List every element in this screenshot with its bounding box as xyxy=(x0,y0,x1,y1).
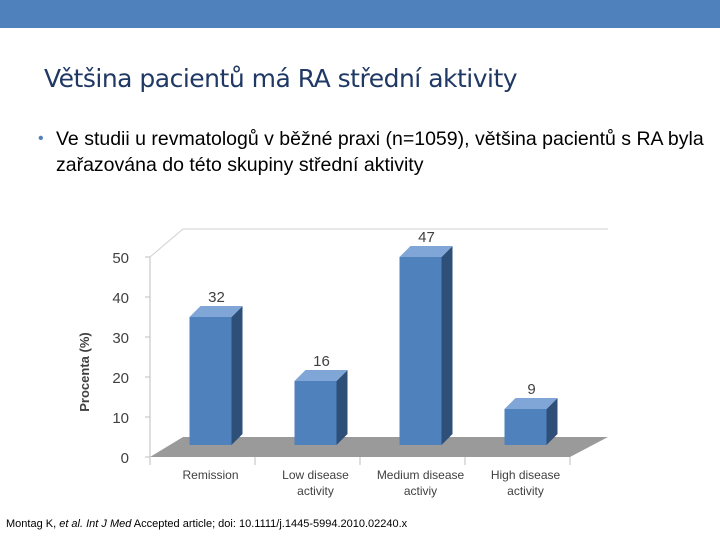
y-tick-label: 50 xyxy=(112,250,129,267)
bar-top-face xyxy=(294,370,348,381)
chart-floor xyxy=(150,437,608,457)
bar-top-face xyxy=(189,306,243,317)
category-label: activity xyxy=(297,484,334,498)
category-label: activiy xyxy=(404,484,437,498)
citation-authors: Montag K, xyxy=(6,518,60,530)
bar xyxy=(399,257,442,445)
citation: Montag K, et al. Int J Med Accepted arti… xyxy=(6,518,407,530)
slide-title: Většina pacientů má RA střední aktivity xyxy=(44,64,518,93)
bar-side-face xyxy=(336,370,348,445)
category-label: Remission xyxy=(182,468,238,482)
y-tick-label: 20 xyxy=(112,370,129,387)
y-tick-label: 0 xyxy=(121,450,129,467)
category-label: Low disease xyxy=(282,468,349,482)
bullet-text: Ve studii u revmatologů v běžné praxi (n… xyxy=(56,128,704,176)
y-axis-label: Procenta (%) xyxy=(77,332,92,411)
data-label: 32 xyxy=(208,289,225,306)
bar-side-face xyxy=(546,398,558,445)
bar-side-face xyxy=(441,246,453,445)
bar xyxy=(294,381,337,445)
y-tick-label: 40 xyxy=(112,290,129,307)
bar-top-face xyxy=(504,398,558,409)
top-accent-bar xyxy=(0,0,720,28)
bar-top-face xyxy=(399,246,453,257)
bar-side-face xyxy=(231,306,243,445)
data-label: 16 xyxy=(313,353,330,370)
citation-journal: et al. Int J Med xyxy=(59,518,132,530)
bar-chart: 0 10 20 30 40 50 Procenta (%) 32 16 47 9 Remission L… xyxy=(70,225,630,510)
bar xyxy=(504,409,547,445)
category-label: Medium disease xyxy=(377,468,465,482)
category-label: High disease xyxy=(491,468,561,482)
citation-details: Accepted article; doi: 10.1111/j.1445-59… xyxy=(131,518,408,530)
data-label: 9 xyxy=(527,381,535,398)
category-label: activity xyxy=(507,484,544,498)
data-label: 47 xyxy=(418,229,435,246)
bullet-dot-icon: • xyxy=(38,130,44,147)
bar xyxy=(189,317,232,445)
y-tick-label: 10 xyxy=(112,410,129,427)
chart-svg: 0 10 20 30 40 50 Procenta (%) 32 16 47 9 Remission L… xyxy=(77,228,608,498)
y-tick-label: 30 xyxy=(112,330,129,347)
